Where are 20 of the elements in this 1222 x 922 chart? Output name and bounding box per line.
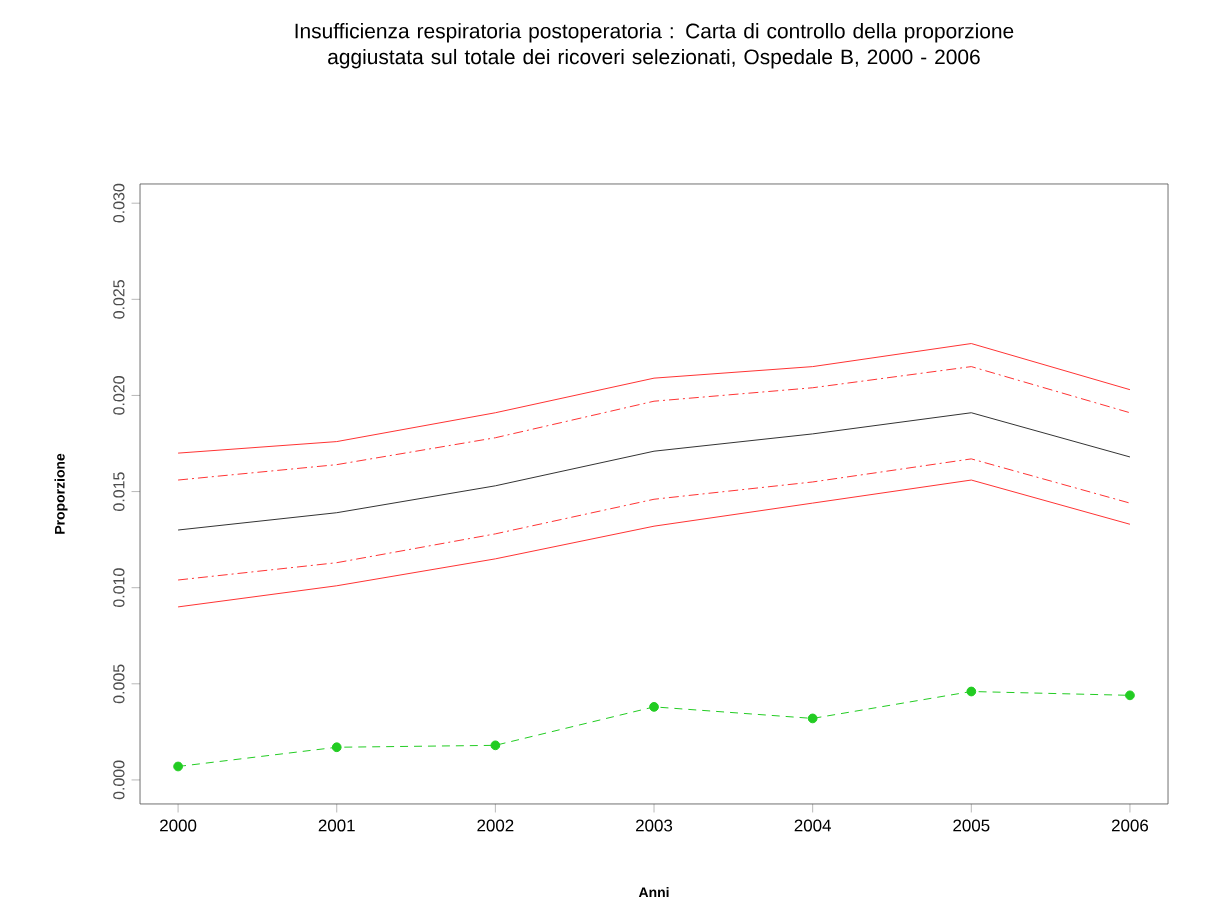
x-tick-label: 2004 xyxy=(794,819,832,832)
point xyxy=(649,702,659,712)
line-series xyxy=(177,479,1131,608)
x-tick-label: 2002 xyxy=(477,819,514,832)
line-series xyxy=(177,343,1131,454)
point xyxy=(173,761,183,772)
line-series xyxy=(177,458,1131,581)
line-series xyxy=(177,366,1131,481)
point xyxy=(966,686,977,697)
x-tick-label: 2003 xyxy=(636,819,673,832)
point xyxy=(331,742,342,753)
chart-title: Insufficienza respiratoria postoperatoria : Carta di controllo della proporzione aggiustata sul totale dei ricoveri selezionati, Ospedale B, 2000 - 2006 xyxy=(295,23,1014,69)
x-tick-label: 2005 xyxy=(953,819,990,832)
x-tick-label: 2000 xyxy=(160,819,197,832)
x-tick-label: 2001 xyxy=(318,819,355,832)
point xyxy=(807,713,818,724)
point xyxy=(1125,690,1135,701)
point xyxy=(490,740,501,751)
x-tick-label: 2006 xyxy=(1111,819,1149,832)
line-series xyxy=(177,412,1131,531)
